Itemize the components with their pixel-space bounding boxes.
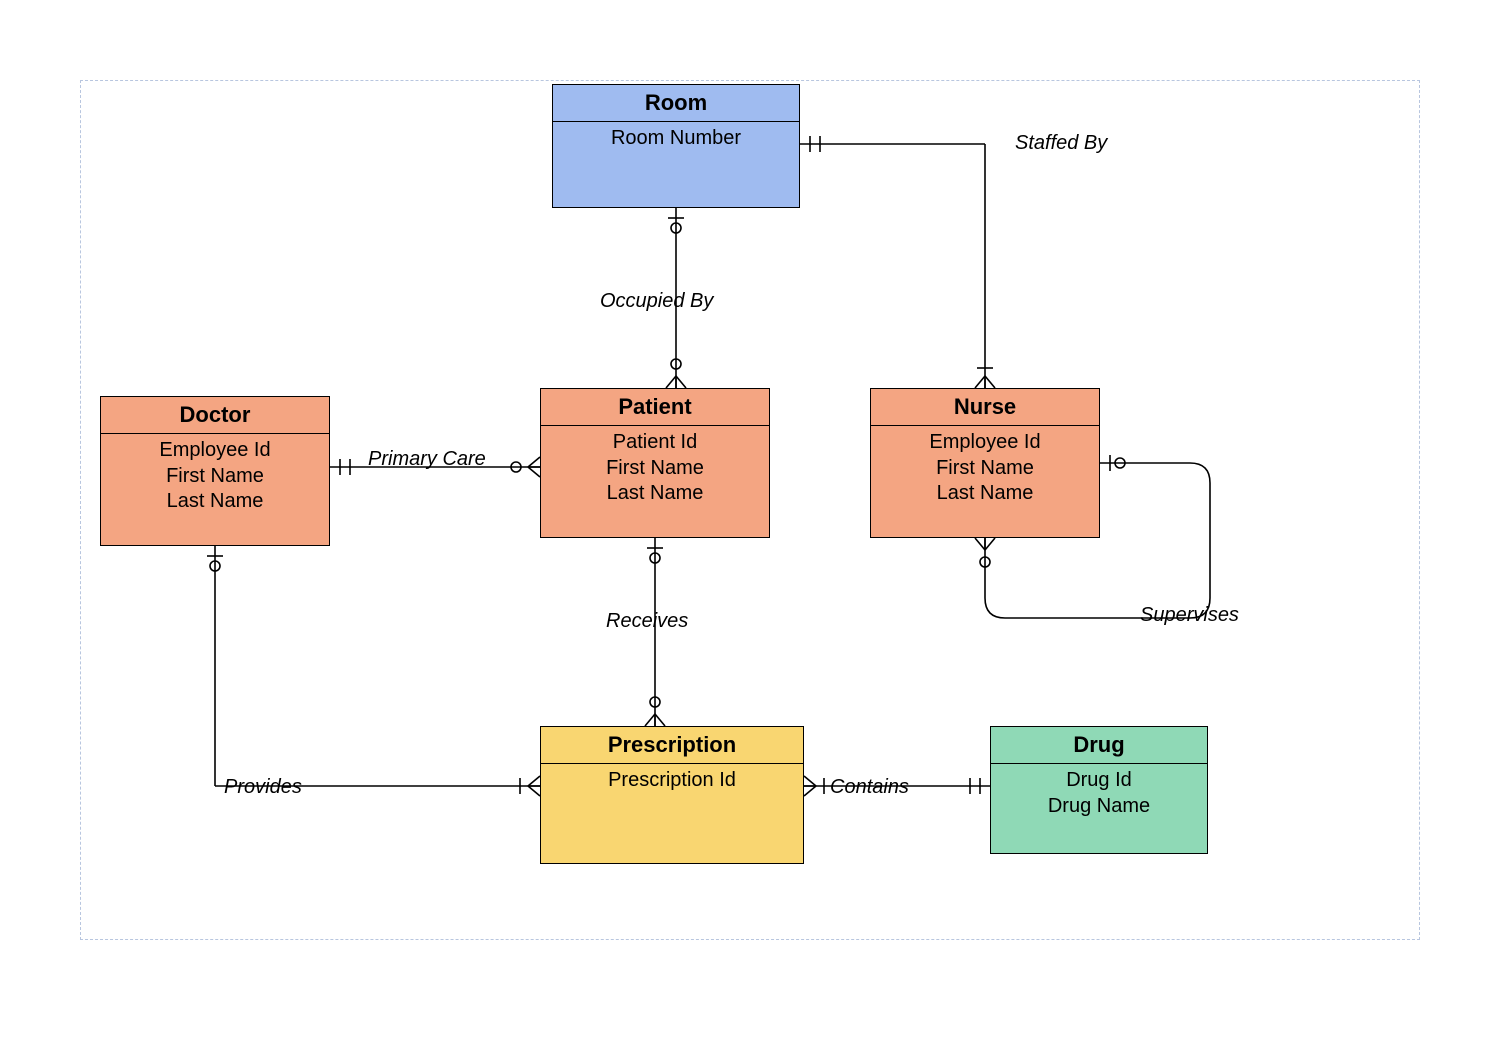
entity-attrs: Patient IdFirst NameLast Name (541, 426, 769, 515)
entity-attrs: Employee IdFirst NameLast Name (101, 434, 329, 523)
rel-label-contains: Contains (830, 776, 909, 799)
entity-title: Drug (991, 727, 1207, 764)
entity-attrs: Employee IdFirst NameLast Name (871, 426, 1099, 515)
entity-attrs: Drug IdDrug Name (991, 764, 1207, 827)
entity-attrs: Prescription Id (541, 764, 803, 802)
entity-prescription: PrescriptionPrescription Id (540, 726, 804, 864)
rel-label-staffed-by: Staffed By (1015, 132, 1107, 155)
entity-title: Doctor (101, 397, 329, 434)
entity-doctor: DoctorEmployee IdFirst NameLast Name (100, 396, 330, 546)
rel-label-provides: Provides (224, 776, 302, 799)
entity-title: Nurse (871, 389, 1099, 426)
entity-title: Prescription (541, 727, 803, 764)
rel-label-primary-care: Primary Care (368, 448, 486, 471)
entity-title: Patient (541, 389, 769, 426)
entity-title: Room (553, 85, 799, 122)
entity-attrs: Room Number (553, 122, 799, 160)
entity-room: RoomRoom Number (552, 84, 800, 208)
entity-nurse: NurseEmployee IdFirst NameLast Name (870, 388, 1100, 538)
rel-label-receives: Receives (606, 610, 688, 633)
entity-patient: PatientPatient IdFirst NameLast Name (540, 388, 770, 538)
rel-label-supervises: Supervises (1140, 604, 1239, 627)
rel-label-occupied-by: Occupied By (600, 290, 713, 313)
entity-drug: DrugDrug IdDrug Name (990, 726, 1208, 854)
